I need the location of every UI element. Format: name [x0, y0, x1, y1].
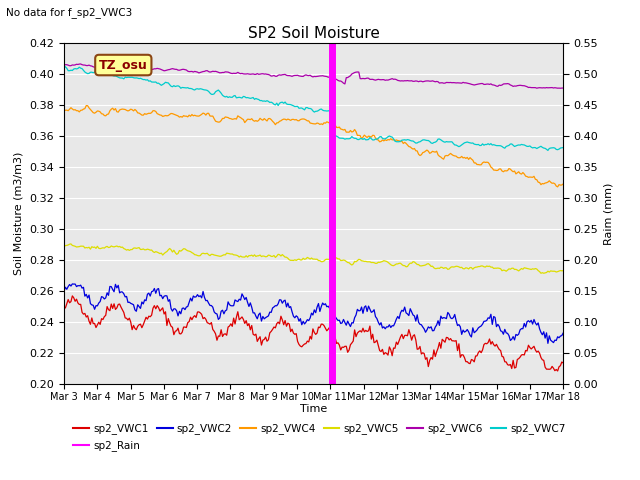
Text: TZ_osu: TZ_osu [99, 59, 148, 72]
sp2_VWC4 [211, 116, 218, 121]
sp2_VWC4 [83, 103, 90, 108]
sp2_VWC5 [280, 253, 287, 259]
Line: sp2_VWC1: sp2_VWC1 [64, 296, 563, 371]
sp2_VWC7 [209, 92, 216, 97]
sp2_VWC4 [227, 116, 235, 121]
sp2_VWC7 [559, 144, 567, 150]
sp2_VWC7 [544, 147, 552, 153]
sp2_VWC7 [532, 145, 540, 151]
sp2_VWC4 [559, 181, 567, 187]
sp2_VWC1 [123, 315, 131, 321]
sp2_VWC5 [533, 266, 541, 272]
Text: No data for f_sp2_VWC3: No data for f_sp2_VWC3 [6, 7, 132, 18]
sp2_VWC6 [211, 69, 218, 74]
X-axis label: Time: Time [300, 405, 327, 414]
Y-axis label: Soil Moisture (m3/m3): Soil Moisture (m3/m3) [14, 152, 24, 276]
Line: sp2_VWC4: sp2_VWC4 [64, 106, 563, 187]
sp2_VWC6 [533, 85, 541, 91]
sp2_VWC5 [211, 252, 218, 258]
sp2_VWC5 [67, 241, 75, 247]
Line: sp2_VWC5: sp2_VWC5 [64, 244, 563, 273]
Legend: sp2_Rain: sp2_Rain [69, 436, 144, 456]
sp2_VWC1 [68, 293, 76, 299]
sp2_VWC1 [227, 321, 235, 327]
sp2_VWC4 [280, 116, 287, 122]
sp2_VWC5 [236, 254, 243, 260]
sp2_VWC1 [211, 328, 218, 334]
Line: sp2_VWC7: sp2_VWC7 [64, 66, 563, 150]
sp2_VWC7 [226, 94, 234, 100]
sp2_VWC2 [68, 281, 76, 287]
Title: SP2 Soil Moisture: SP2 Soil Moisture [248, 25, 380, 41]
sp2_VWC7 [234, 95, 242, 100]
sp2_VWC4 [554, 184, 561, 190]
sp2_VWC6 [60, 61, 68, 67]
sp2_VWC4 [123, 108, 131, 113]
sp2_VWC4 [533, 177, 541, 182]
sp2_VWC6 [280, 72, 287, 77]
sp2_VWC2 [123, 294, 131, 300]
sp2_VWC5 [123, 247, 131, 253]
sp2_VWC7 [278, 99, 286, 105]
sp2_VWC7 [122, 74, 129, 80]
sp2_VWC2 [60, 288, 68, 294]
sp2_VWC2 [533, 322, 541, 328]
sp2_VWC5 [60, 244, 68, 250]
sp2_VWC4 [60, 108, 68, 114]
sp2_VWC5 [537, 270, 545, 276]
sp2_VWC5 [227, 251, 235, 257]
sp2_VWC2 [559, 330, 567, 336]
sp2_VWC1 [533, 349, 541, 355]
sp2_VWC2 [227, 303, 235, 309]
sp2_VWC6 [236, 71, 243, 76]
sp2_VWC2 [211, 309, 218, 315]
sp2_VWC6 [559, 85, 567, 91]
sp2_VWC1 [559, 360, 567, 366]
sp2_VWC1 [280, 322, 287, 328]
sp2_VWC1 [554, 368, 561, 374]
sp2_VWC6 [123, 66, 131, 72]
sp2_VWC6 [77, 61, 84, 67]
sp2_VWC4 [236, 114, 243, 120]
sp2_VWC2 [280, 298, 287, 304]
sp2_VWC6 [557, 85, 564, 91]
Line: sp2_VWC6: sp2_VWC6 [64, 64, 563, 88]
sp2_VWC2 [236, 296, 243, 302]
sp2_VWC5 [559, 268, 567, 274]
sp2_VWC1 [60, 305, 68, 311]
sp2_VWC2 [544, 340, 552, 346]
sp2_VWC6 [227, 71, 235, 76]
sp2_VWC7 [60, 63, 68, 69]
Y-axis label: Raim (mm): Raim (mm) [604, 182, 614, 245]
sp2_VWC1 [236, 317, 243, 323]
Line: sp2_VWC2: sp2_VWC2 [64, 284, 563, 343]
